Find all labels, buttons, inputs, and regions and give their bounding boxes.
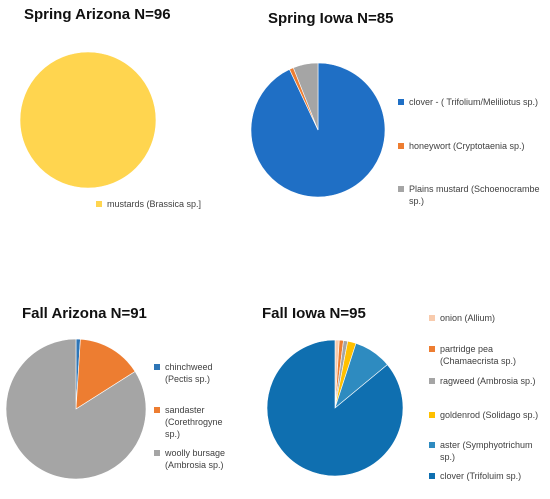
pie-slice xyxy=(75,338,136,410)
legend-swatch xyxy=(154,450,160,456)
legend-label: woolly bursage (Ambrosia sp.) xyxy=(165,448,226,470)
legend-label: chinchweed (Pectis sp.) xyxy=(165,362,213,384)
legend-label: clover - ( Trifolium/Meliliotus sp.) xyxy=(409,97,539,107)
legend-item: mustards (Brassica sp.] xyxy=(96,198,256,210)
legend-item: aster (Symphyotrichum sp.) xyxy=(429,439,544,463)
pie-slice xyxy=(292,62,319,131)
legend-item: clover (Trifoluim sp.) xyxy=(429,470,544,482)
chart-title: Fall Arizona N=91 xyxy=(22,305,147,322)
legend-label: ragweed (Ambrosia sp.) xyxy=(440,376,536,386)
legend-swatch xyxy=(429,442,435,448)
legend-label: Plains mustard (Schoenocrambe sp.) xyxy=(409,184,540,206)
legend-item: Plains mustard (Schoenocrambe sp.) xyxy=(398,183,546,207)
legend-label: mustards (Brassica sp.] xyxy=(107,199,202,209)
legend-label: aster (Symphyotrichum sp.) xyxy=(440,440,533,462)
legend-swatch xyxy=(429,378,435,384)
legend-item: goldenrod (Solidago sp.) xyxy=(429,409,544,421)
legend-label: onion (Allium) xyxy=(440,313,496,323)
legend-swatch xyxy=(429,346,435,352)
chart-title: Fall Iowa N=95 xyxy=(262,305,366,322)
chart-title: Spring Arizona N=96 xyxy=(24,6,171,23)
legend-swatch xyxy=(398,186,404,192)
pie-slice xyxy=(5,338,147,480)
legend-swatch xyxy=(398,143,404,149)
legend-item: clover - ( Trifolium/Meliliotus sp.) xyxy=(398,96,548,108)
legend-item: chinchweed (Pectis sp.) xyxy=(154,361,234,385)
legend-label: goldenrod (Solidago sp.) xyxy=(440,410,539,420)
legend-label: honeywort (Cryptotaenia sp.) xyxy=(409,141,525,151)
legend-label: sandaster (Corethrogyne sp.) xyxy=(165,405,223,439)
legend-item: partridge pea (Chamaecrista sp.) xyxy=(429,343,544,367)
pie-slice xyxy=(19,51,157,189)
legend-label: clover (Trifoluim sp.) xyxy=(440,471,522,481)
legend-swatch xyxy=(398,99,404,105)
legend-item: honeywort (Cryptotaenia sp.) xyxy=(398,140,548,152)
legend-swatch xyxy=(154,364,160,370)
legend-swatch xyxy=(154,407,160,413)
legend-label: partridge pea (Chamaecrista sp.) xyxy=(440,344,517,366)
legend-item: ragweed (Ambrosia sp.) xyxy=(429,375,544,387)
legend-swatch xyxy=(96,201,102,207)
legend-swatch xyxy=(429,412,435,418)
legend-item: onion (Allium) xyxy=(429,312,544,324)
legend-item: sandaster (Corethrogyne sp.) xyxy=(154,404,234,440)
legend-swatch xyxy=(429,315,435,321)
pie-slice xyxy=(266,339,404,477)
chart-title: Spring Iowa N=85 xyxy=(268,10,394,27)
legend-item: woolly bursage (Ambrosia sp.) xyxy=(154,447,249,471)
legend-swatch xyxy=(429,473,435,479)
